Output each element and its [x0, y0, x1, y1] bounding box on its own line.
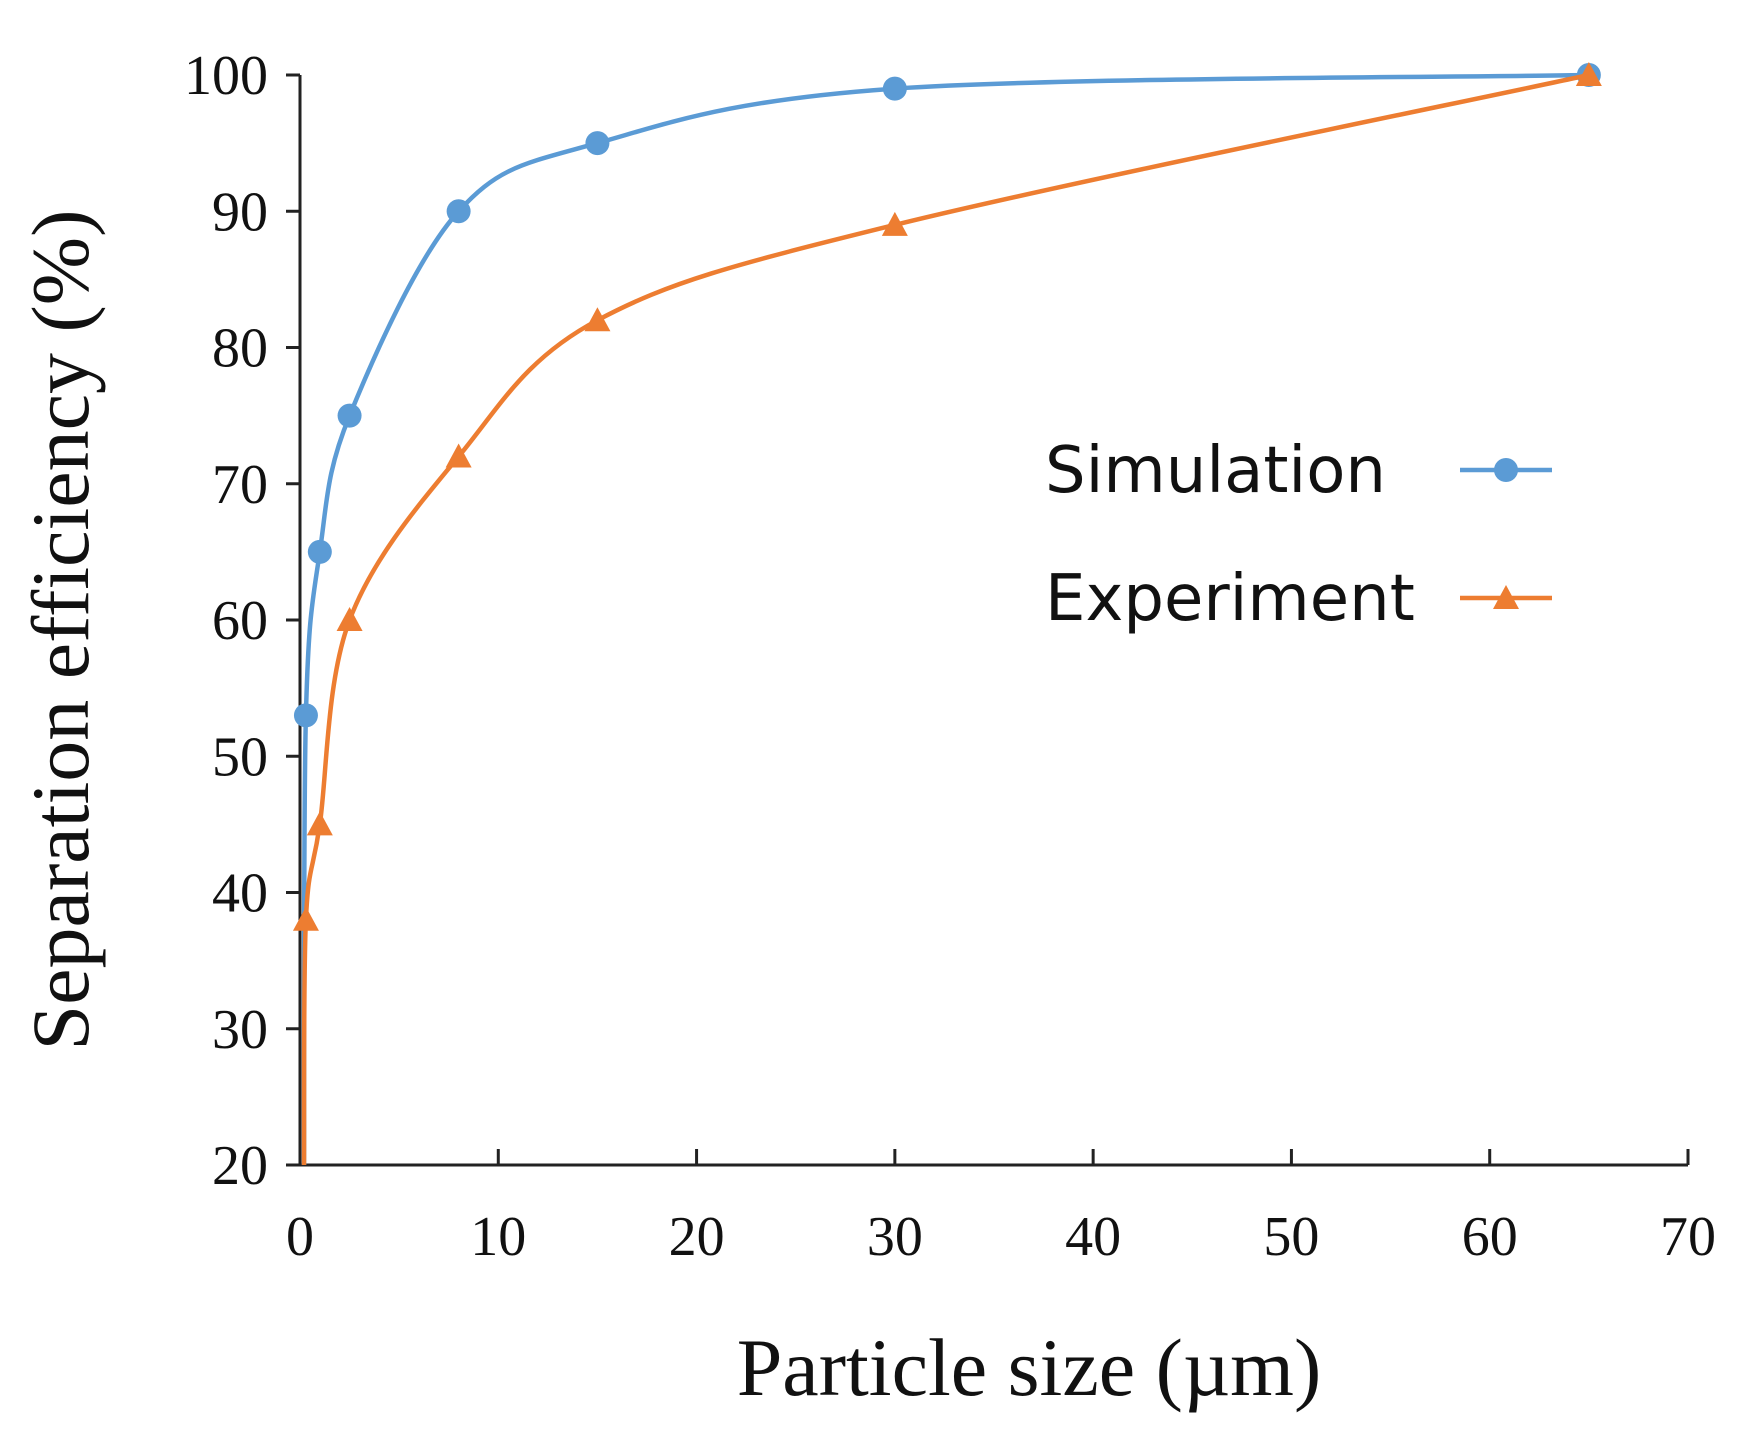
x-tick-label: 60	[1462, 1206, 1518, 1268]
data-point	[445, 443, 472, 468]
y-ticks: 20 30 40 50 60 70 80 90 100	[184, 45, 300, 1197]
y-tick-label: 100	[184, 45, 268, 107]
x-tick-label: 20	[669, 1206, 725, 1268]
data-point	[292, 906, 319, 931]
x-tick-label: 10	[470, 1206, 526, 1268]
x-ticks: 0 10 20 30 40 50 60 70	[286, 1149, 1716, 1268]
data-point	[584, 307, 611, 332]
x-tick-label: 70	[1660, 1206, 1716, 1268]
x-tick-label: 50	[1263, 1206, 1319, 1268]
y-tick-label: 50	[212, 726, 268, 788]
x-tick-label: 40	[1065, 1206, 1121, 1268]
data-point	[881, 211, 908, 236]
data-point	[293, 703, 318, 728]
axes: 0 10 20 30 40 50 60 70 20 30 40 50 60 70 80 90 100	[184, 45, 1716, 1268]
y-tick-label: 20	[212, 1135, 268, 1197]
y-axis-title: Separation efficiency (%)	[15, 210, 106, 1051]
legend-label-experiment: Experiment	[1045, 562, 1415, 636]
data-point	[336, 607, 363, 632]
legend-label-simulation: Simulation	[1045, 434, 1386, 508]
x-axis-title: Particle size (µm)	[737, 1322, 1322, 1413]
series-layer	[292, 62, 1602, 1166]
data-point	[337, 403, 362, 428]
x-tick-label: 30	[867, 1206, 923, 1268]
legend-marker	[1494, 458, 1518, 482]
series-experiment	[292, 62, 1602, 1166]
legend: Simulation Experiment	[1045, 434, 1552, 636]
y-tick-label: 30	[212, 999, 268, 1061]
data-point	[882, 76, 907, 101]
data-point	[446, 199, 471, 224]
data-point	[585, 131, 610, 156]
data-point	[307, 539, 332, 564]
y-tick-label: 60	[212, 590, 268, 652]
data-point	[1575, 62, 1602, 87]
y-tick-label: 90	[212, 181, 268, 243]
y-tick-label: 40	[212, 863, 268, 925]
data-point	[306, 811, 333, 836]
y-tick-label: 80	[212, 318, 268, 380]
x-tick-label: 0	[286, 1206, 314, 1268]
legend-marker	[1493, 585, 1519, 610]
y-tick-label: 70	[212, 454, 268, 516]
